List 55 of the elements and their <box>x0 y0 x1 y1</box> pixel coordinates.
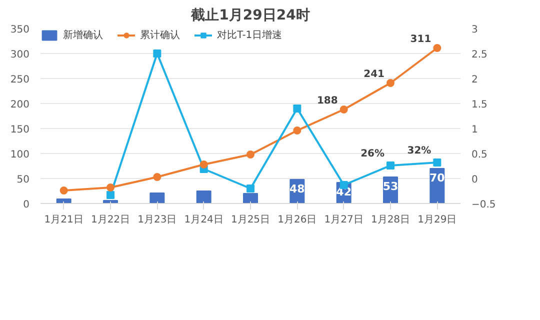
data-label: 241 <box>364 69 385 80</box>
legend-label: 累计确认 <box>140 28 180 42</box>
x-tick-label: 1月29日 <box>418 214 457 226</box>
point <box>293 126 302 134</box>
x-tick-label: 1月24日 <box>184 214 224 226</box>
point <box>60 186 68 194</box>
y-tick-label: 100 <box>10 150 30 160</box>
x-tick-label: 1月25日 <box>230 214 270 226</box>
x-tick-label: 1月26日 <box>278 214 317 226</box>
data-label: 70 <box>430 172 446 184</box>
point <box>386 79 394 87</box>
point <box>246 150 254 158</box>
bar <box>150 192 165 204</box>
y2-tick-label: 1 <box>472 124 478 136</box>
chart-title: 截止1月29日24时 <box>190 8 310 24</box>
y2-tick-label: −0.5 <box>472 200 496 210</box>
point <box>433 158 442 166</box>
point <box>106 184 114 192</box>
point <box>386 162 394 170</box>
y2-tick-label: 2.5 <box>472 50 488 60</box>
y2-tick-label: 1.5 <box>472 100 488 110</box>
point <box>340 106 348 114</box>
x-tick-label: 1月28日 <box>370 214 410 226</box>
bar <box>243 193 258 204</box>
y-tick-label: 50 <box>16 174 30 186</box>
y2-tick-label: 0.5 <box>472 150 488 160</box>
legend-label: 新增确认 <box>63 28 103 42</box>
x-tick-label: 1月21日 <box>44 214 84 226</box>
point <box>246 184 254 192</box>
x-tick-label: 1月27日 <box>324 214 364 226</box>
y-tick-label: 300 <box>10 50 30 60</box>
data-label: 311 <box>410 34 432 45</box>
data-label: 26% <box>360 148 384 160</box>
point <box>433 44 442 52</box>
y2-tick-label: 3 <box>472 24 478 36</box>
point <box>106 191 114 199</box>
point <box>153 173 162 181</box>
point <box>153 50 162 58</box>
point <box>200 160 208 168</box>
x-tick-label: 1月22日 <box>90 214 130 226</box>
legend-label: 对比T-1日增速 <box>217 28 282 42</box>
y2-tick-label: 2 <box>472 74 478 86</box>
y-tick-label: 150 <box>10 124 30 136</box>
y-tick-label: 350 <box>10 24 30 36</box>
point <box>293 104 302 112</box>
y-tick-label: 0 <box>23 200 30 210</box>
data-label: 32% <box>407 146 432 156</box>
y-tick-label: 250 <box>10 74 30 86</box>
y2-tick-label: 0 <box>472 174 478 186</box>
y-tick-label: 200 <box>10 100 30 110</box>
data-label: 188 <box>316 96 338 106</box>
data-label: 48 <box>290 182 305 196</box>
bar <box>196 190 212 204</box>
data-label: 53 <box>382 180 398 193</box>
x-tick-label: 1月23日 <box>138 214 177 226</box>
